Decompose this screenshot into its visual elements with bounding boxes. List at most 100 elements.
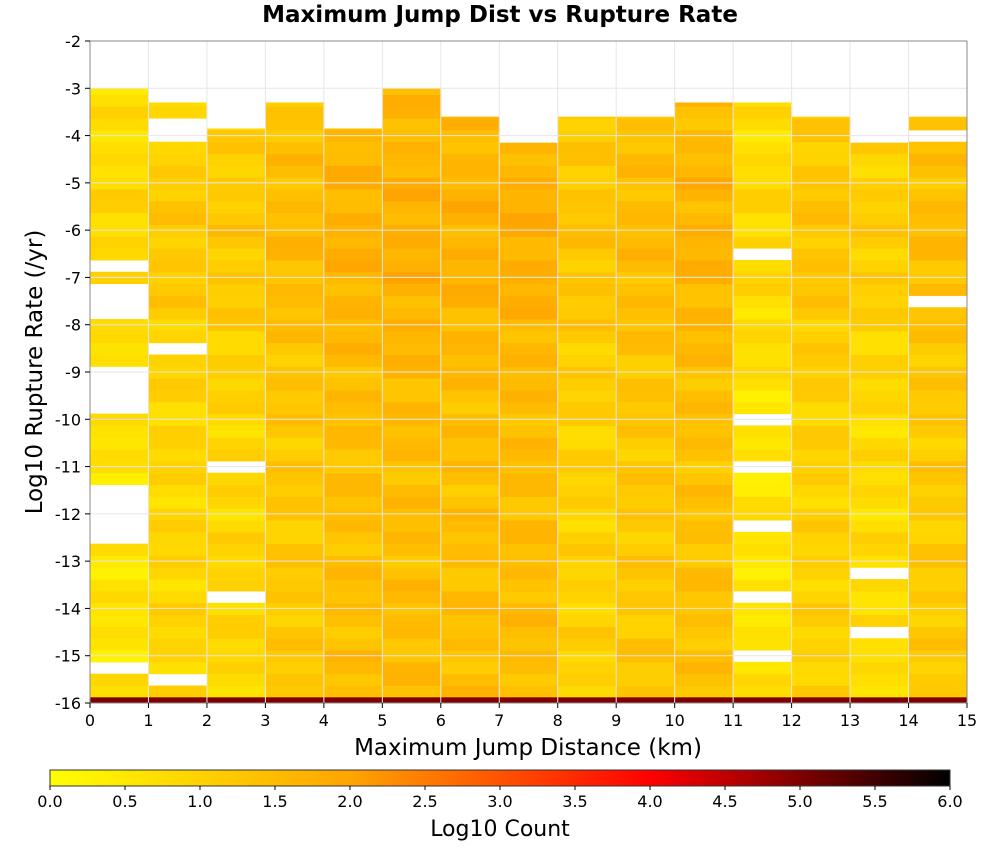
heatmap-cell xyxy=(674,248,734,261)
heatmap-cell xyxy=(850,401,910,415)
heatmap-cell xyxy=(265,307,325,320)
heatmap-cell xyxy=(850,531,910,545)
heatmap-cell xyxy=(616,141,676,155)
heatmap-cell xyxy=(206,128,266,131)
heatmap-cell xyxy=(323,449,383,462)
heatmap-cell xyxy=(323,330,383,344)
colorbar-tick-label: 6.0 xyxy=(937,792,962,811)
heatmap-cell xyxy=(323,141,383,155)
heatmap-cell xyxy=(733,567,793,580)
heatmap-cell xyxy=(791,307,851,320)
heatmap-cell xyxy=(206,638,266,651)
heatmap-cell xyxy=(908,579,968,592)
heatmap-cell xyxy=(557,141,617,155)
heatmap-cell xyxy=(90,437,149,450)
heatmap-cell xyxy=(440,401,500,415)
heatmap-cell xyxy=(206,330,266,344)
heatmap-cell xyxy=(440,567,500,580)
heatmap-cell xyxy=(265,153,325,166)
heatmap-cell xyxy=(791,354,851,367)
heatmap-cell xyxy=(674,579,734,592)
heatmap-cell xyxy=(557,484,617,497)
heatmap-cell xyxy=(557,307,617,320)
heatmap-cell xyxy=(908,685,968,698)
heatmap-cell xyxy=(323,614,383,627)
heatmap-cell xyxy=(908,626,968,639)
heatmap-cell xyxy=(908,116,968,119)
heatmap-cell xyxy=(674,661,734,675)
heatmap-cell xyxy=(557,212,617,225)
heatmap-cell xyxy=(733,102,793,107)
heatmap-cell xyxy=(791,638,851,651)
heatmap-cell xyxy=(733,685,793,698)
heatmap-cell xyxy=(323,378,383,391)
heatmap-cell-bottom xyxy=(733,697,793,703)
heatmap-cell xyxy=(616,342,676,356)
heatmap-cell xyxy=(499,484,559,497)
heatmap-cell xyxy=(499,330,559,344)
heatmap-cell xyxy=(733,342,793,356)
heatmap-cell xyxy=(850,638,910,651)
heatmap-cell xyxy=(850,685,910,698)
heatmap-cell xyxy=(908,449,968,462)
heatmap-cell xyxy=(323,567,383,580)
heatmap-cell xyxy=(323,673,383,687)
heatmap-cell xyxy=(499,259,559,273)
heatmap-cell-bottom xyxy=(382,697,442,703)
heatmap-cell xyxy=(791,579,851,592)
heatmap-cell xyxy=(382,437,442,450)
heatmap-cell xyxy=(616,496,676,509)
heatmap-cell xyxy=(440,236,500,249)
heatmap-cell xyxy=(440,153,500,166)
x-tick-label: 3 xyxy=(260,711,270,730)
heatmap-cell xyxy=(616,259,676,273)
heatmap-cell xyxy=(908,520,968,533)
y-tick-label: -12 xyxy=(55,505,81,524)
heatmap-cell xyxy=(440,543,500,556)
heatmap-cell xyxy=(382,685,442,698)
heatmap-cell xyxy=(440,248,500,261)
heatmap-cell xyxy=(499,673,559,687)
heatmap-cell xyxy=(265,389,325,403)
heatmap-cell xyxy=(323,531,383,545)
heatmap-cell xyxy=(323,401,383,415)
heatmap-cell xyxy=(733,153,793,166)
heatmap-cell xyxy=(557,437,617,450)
heatmap-cell xyxy=(733,472,793,486)
heatmap-cell xyxy=(616,661,676,675)
heatmap-cell xyxy=(148,389,208,403)
heatmap-cell xyxy=(206,673,266,687)
heatmap-cell xyxy=(440,638,500,651)
heatmap-cell-bottom xyxy=(440,697,500,703)
heatmap-cell-bottom xyxy=(791,697,851,703)
heatmap-cell xyxy=(791,437,851,450)
heatmap-cell xyxy=(440,200,500,214)
heatmap-cell xyxy=(557,638,617,651)
heatmap-cell xyxy=(148,330,208,344)
heatmap-cell xyxy=(382,378,442,391)
y-tick-label: -9 xyxy=(65,363,81,382)
heatmap-cell xyxy=(616,614,676,627)
heatmap-cell xyxy=(90,248,149,261)
heatmap-cell xyxy=(265,590,325,604)
heatmap-cell xyxy=(733,295,793,308)
heatmap-cell xyxy=(850,543,910,556)
heatmap-cell xyxy=(791,661,851,675)
heatmap-cell xyxy=(90,165,149,178)
heatmap-cell xyxy=(206,248,266,261)
heatmap-cell xyxy=(148,153,208,166)
heatmap-cell xyxy=(791,141,851,155)
heatmap-cell xyxy=(674,200,734,214)
heatmap-cell xyxy=(557,153,617,166)
heatmap-cell xyxy=(323,389,383,403)
colorbar-tick-label: 5.5 xyxy=(862,792,887,811)
heatmap-cell xyxy=(440,189,500,202)
heatmap-cell xyxy=(908,425,968,438)
heatmap-cell xyxy=(557,449,617,462)
heatmap-cell xyxy=(206,685,266,698)
heatmap-cell xyxy=(206,496,266,509)
heatmap-cell xyxy=(733,354,793,367)
heatmap-cell xyxy=(850,437,910,450)
heatmap-cell xyxy=(499,401,559,415)
heatmap-cell xyxy=(908,283,968,296)
